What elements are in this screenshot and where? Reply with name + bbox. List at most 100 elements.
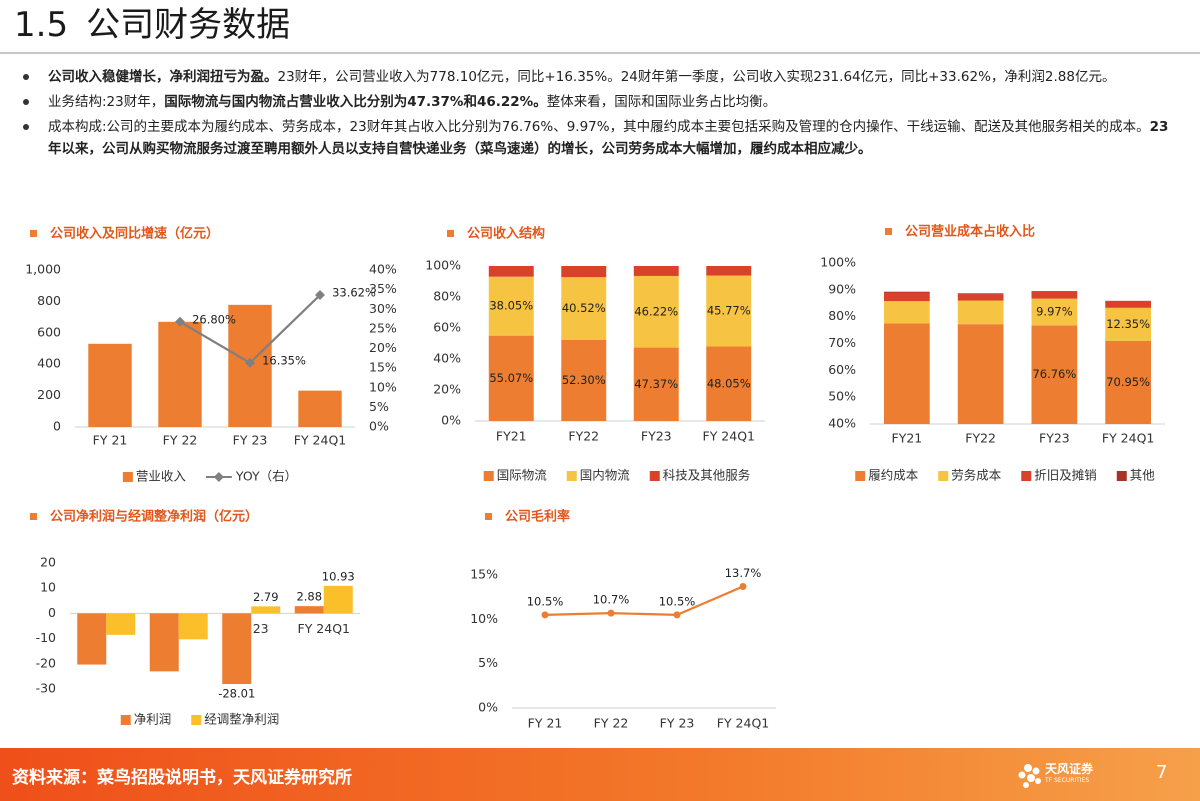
bar xyxy=(1105,340,1151,424)
bar xyxy=(1031,291,1078,292)
bar xyxy=(633,347,679,421)
bar xyxy=(884,323,930,424)
legend-swatch xyxy=(566,471,577,481)
bar xyxy=(1031,298,1078,326)
x-tick-label: FY 22 xyxy=(594,716,629,731)
bold-text: 23年以来，公司从购买物流服务过渡至聘用额外人员以支持自营快递业务（菜鸟速递）的… xyxy=(48,119,1169,157)
data-label: -28.01 xyxy=(218,686,255,700)
bar xyxy=(1105,307,1151,341)
x-tick-label: FY 24Q1 xyxy=(1102,431,1155,446)
y-tick-label: 0% xyxy=(478,700,498,715)
y-tick-label: 200 xyxy=(37,387,61,402)
point xyxy=(245,357,255,368)
chart-title: 公司营业成本占收入比 xyxy=(905,224,1035,240)
y-tick-label: 50% xyxy=(828,389,856,404)
legend: 履约成本 劳务成本 折旧及摊销 其他 xyxy=(855,468,1155,483)
bar xyxy=(106,613,136,635)
legend-swatch xyxy=(1116,471,1127,481)
legend-swatch xyxy=(122,472,133,482)
title-marker xyxy=(885,228,892,235)
data-label: 10.93 xyxy=(322,569,355,583)
y2-tick-label: 30% xyxy=(369,301,397,316)
legend-label: 营业收入 xyxy=(136,469,187,484)
section-number: 1.5 xyxy=(14,5,69,45)
bar xyxy=(957,324,1004,424)
line xyxy=(544,585,744,617)
data-label: 47.37% xyxy=(634,377,678,391)
legend-label: 折旧及摊销 xyxy=(1034,468,1097,483)
legend: 国际物流 国内物流 科技及其他服务 xyxy=(483,468,751,483)
legend-marker xyxy=(213,472,224,482)
bold-text: 公司收入稳健增长，净利润扭亏为盈。 xyxy=(48,69,278,85)
charts: 公司收入及同比增速（亿元）02004006008001,0000%5%10%15… xyxy=(25,224,1165,731)
y2-tick-label: 0% xyxy=(369,419,389,434)
legend-label: 国内物流 xyxy=(580,468,631,483)
data-label: 38.05% xyxy=(489,299,533,313)
y-tick-label: 0 xyxy=(48,605,56,620)
data-label: 10.5% xyxy=(527,594,564,608)
bar xyxy=(149,613,179,672)
bar xyxy=(488,276,534,336)
x-tick-label: FY 24Q1 xyxy=(703,429,756,444)
bar xyxy=(77,613,107,665)
chart-title: 公司收入及同比增速（亿元） xyxy=(50,226,219,242)
x-tick-label: FY21 xyxy=(892,431,923,446)
y-tick-label: 5% xyxy=(478,655,498,670)
source-note: 资料来源：菜鸟招股说明书，天风证券研究所 xyxy=(12,768,352,788)
y-tick-label: 600 xyxy=(37,324,61,339)
bar xyxy=(488,335,534,421)
y-tick-label: -20 xyxy=(36,655,56,670)
x-tick-label: FY21 xyxy=(496,429,527,444)
bar xyxy=(957,294,1004,301)
text: 成本构成:公司的主要成本为履约成本、劳务成本，23财年其占收入比分别为76.76… xyxy=(48,119,1150,135)
legend-label: 履约成本 xyxy=(868,468,919,483)
data-label: 2.88 xyxy=(296,590,322,604)
logo-text: 天风证券 xyxy=(1045,762,1094,776)
title-marker xyxy=(30,513,37,520)
point xyxy=(175,316,185,327)
legend-swatch xyxy=(649,471,660,481)
y2-tick-label: 35% xyxy=(369,281,397,296)
bar xyxy=(706,266,752,276)
legend-swatch xyxy=(1021,471,1032,481)
legend-label: YOY（右） xyxy=(235,469,297,484)
y-tick-label: 100% xyxy=(425,258,461,273)
y2-tick-label: 10% xyxy=(369,379,397,394)
data-label: 26.80% xyxy=(192,312,236,326)
y-tick-label: 70% xyxy=(828,335,856,350)
y-tick-label: 20 xyxy=(40,555,56,570)
legend: 营业收入 YOY（右） xyxy=(122,469,297,484)
header: 1.5 公司财务数据 xyxy=(14,2,290,48)
logo-icon xyxy=(1018,764,1041,788)
y2-tick-label: 20% xyxy=(369,340,397,355)
text: 23财年，公司营业收入为778.10亿元，同比+16.35%。24财年第一季度，… xyxy=(277,69,1116,85)
chart-title: 公司净利润与经调整净利润（亿元） xyxy=(50,509,258,525)
legend-label: 国际物流 xyxy=(497,468,548,483)
data-label: 12.35% xyxy=(1106,317,1150,331)
chart-title: 公司毛利率 xyxy=(505,509,570,525)
bar xyxy=(884,292,930,302)
bullet: 成本构成:公司的主要成本为履约成本、劳务成本，23财年其占收入比分别为76.76… xyxy=(20,116,1180,160)
x-tick-label: FY 23 xyxy=(660,716,695,731)
point xyxy=(607,609,615,617)
point xyxy=(739,583,747,591)
bar xyxy=(488,266,534,277)
bar xyxy=(1105,300,1151,302)
data-label: 33.62% xyxy=(332,286,376,300)
data-label: 76.76% xyxy=(1032,367,1076,381)
bar xyxy=(158,321,202,427)
y-tick-label: 1,000 xyxy=(25,262,61,277)
data-label: 55.07% xyxy=(489,371,533,385)
bar xyxy=(298,390,342,427)
bullet-list: 公司收入稳健增长，净利润扭亏为盈。23财年，公司营业收入为778.10亿元，同比… xyxy=(20,66,1180,163)
title-marker xyxy=(485,513,492,520)
legend-label: 其他 xyxy=(1130,468,1156,483)
y-tick-label: 20% xyxy=(433,382,461,397)
legend-label: 科技及其他服务 xyxy=(663,468,751,483)
bar xyxy=(251,606,281,614)
x-tick-label: FY 24Q1 xyxy=(294,433,347,448)
y-tick-label: 60% xyxy=(828,362,856,377)
data-label: 46.22% xyxy=(634,304,678,318)
y-tick-label: 800 xyxy=(37,293,61,308)
bar xyxy=(1031,291,1078,299)
